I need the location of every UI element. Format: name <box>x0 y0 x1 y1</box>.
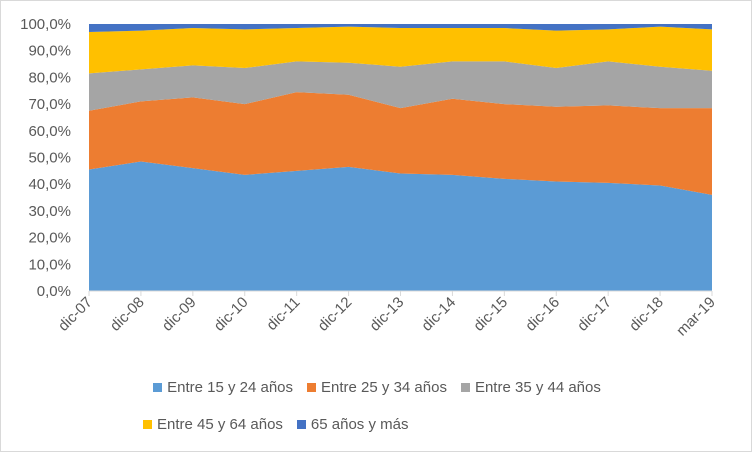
area-series-5 <box>89 24 712 33</box>
legend-swatch <box>143 420 152 429</box>
area-series-3 <box>89 61 712 111</box>
x-tick-label: dic-17 <box>574 294 615 335</box>
x-tick-label: dic-10 <box>211 294 252 335</box>
legend-row-1: Entre 15 y 24 años Entre 25 y 34 años En… <box>1 379 752 396</box>
legend-swatch <box>296 420 306 429</box>
x-tick-label: dic-09 <box>159 294 200 335</box>
legend-row-2: Entre 45 y 64 años 65 años y más <box>1 416 752 433</box>
y-tick-label: 40,0% <box>28 176 71 193</box>
x-tick-label: mar-19 <box>673 294 719 340</box>
legend-item: Entre 25 y 34 años <box>307 379 447 396</box>
y-tick-label: 70,0% <box>28 96 71 113</box>
y-tick-label: 80,0% <box>28 69 71 86</box>
legend-swatch <box>307 383 317 392</box>
legend-swatch <box>460 383 470 392</box>
legend-item: Entre 35 y 44 años <box>460 379 601 396</box>
y-tick-label: 10,0% <box>28 256 71 273</box>
legend-swatch <box>153 383 163 392</box>
legend-item: Entre 15 y 24 años <box>153 379 293 396</box>
stacked-area-chart: 0,0% 10,0% 20,0% 30,0% 40,0% 50,0% 60,0% 70,0% 8… <box>20 16 719 340</box>
y-tick-label: 100,0% <box>20 16 71 33</box>
x-tick-label: dic-13 <box>366 294 407 335</box>
legend-item: Entre 45 y 64 años <box>143 416 283 433</box>
x-tick-label: dic-11 <box>263 294 303 334</box>
y-tick-label: 30,0% <box>28 203 71 220</box>
area-series-4 <box>89 26 712 74</box>
legend-label: Entre 35 y 44 años <box>474 379 601 396</box>
y-tick-label: 20,0% <box>28 230 71 247</box>
y-tick-label: 50,0% <box>28 150 71 167</box>
x-tick-label: dic-08 <box>107 294 148 335</box>
legend-label: Entre 25 y 34 años <box>321 379 447 396</box>
x-tick-label: dic-15 <box>470 294 511 335</box>
y-tick-label: 0,0% <box>37 283 71 300</box>
legend-label: Entre 15 y 24 años <box>167 379 294 396</box>
area-series-1 <box>89 161 712 291</box>
area-series-2 <box>89 92 712 195</box>
legend-item: 65 años y más <box>296 416 409 433</box>
y-tick-label: 90,0% <box>28 43 71 60</box>
x-tick-label: dic-16 <box>522 294 563 335</box>
legend-label: Entre 45 y 64 años <box>157 416 283 433</box>
x-tick-label: dic-18 <box>626 294 667 335</box>
x-tick-label: dic-12 <box>314 294 355 335</box>
x-tick-label: dic-14 <box>418 294 459 335</box>
legend-label: 65 años y más <box>310 416 409 433</box>
y-tick-label: 60,0% <box>28 123 71 140</box>
